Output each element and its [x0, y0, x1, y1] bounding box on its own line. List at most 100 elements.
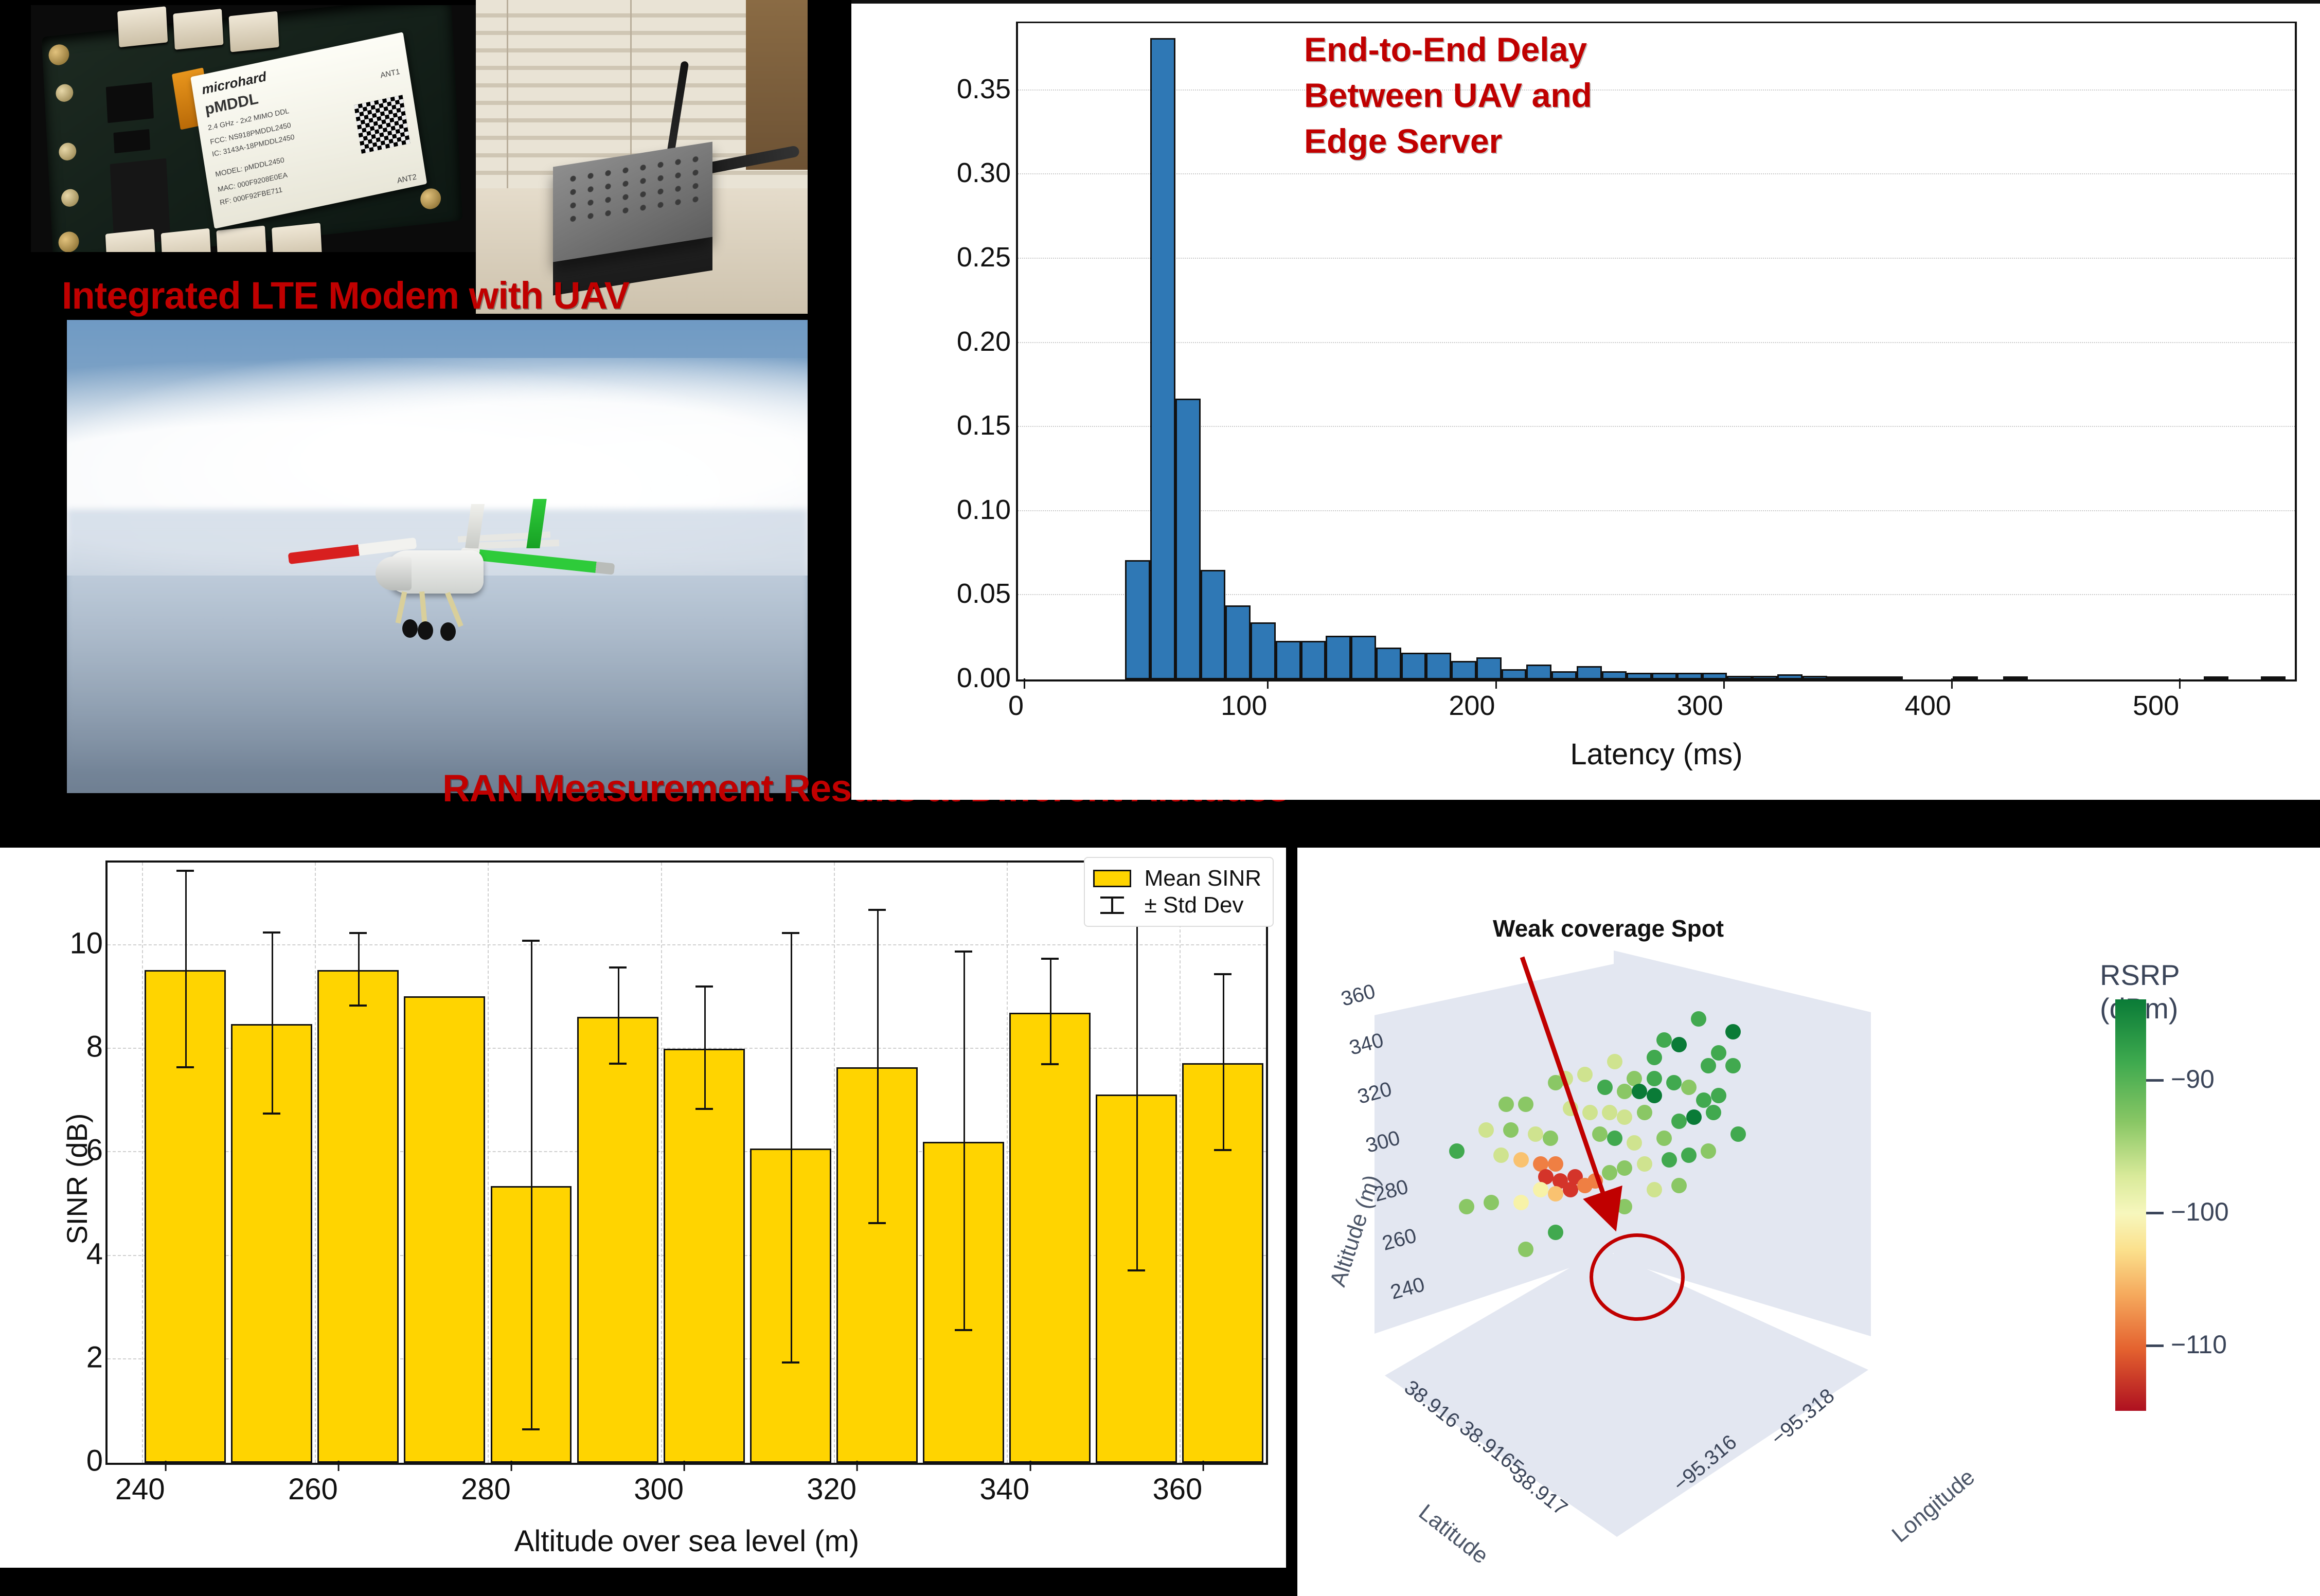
scatter-point — [1449, 1143, 1465, 1159]
histogram-bar — [1601, 671, 1627, 679]
y-tick-label: 0.30 — [956, 157, 1011, 189]
scatter-point — [1710, 1088, 1726, 1104]
error-bar-cap — [695, 1107, 713, 1110]
scatter-point — [1636, 1105, 1652, 1121]
scatter-point — [1617, 1083, 1633, 1099]
error-bar-cap — [695, 985, 713, 988]
error-bar-cap — [176, 1066, 194, 1069]
tick-mark — [165, 1461, 167, 1471]
modem-brand-text: microhard — [201, 68, 267, 98]
qr-code-icon — [353, 95, 411, 154]
scatter-point — [1661, 1152, 1677, 1168]
x-tick-label: 340 — [979, 1461, 1031, 1507]
scatter-point — [1513, 1152, 1529, 1168]
tick-mark — [1024, 678, 1026, 689]
scatter-point — [1547, 1075, 1563, 1091]
scatter-point — [1602, 1164, 1618, 1180]
scatter-point — [1671, 1036, 1687, 1052]
scatter-point — [1607, 1131, 1622, 1146]
error-bar — [358, 934, 360, 1007]
error-bar — [790, 934, 792, 1364]
histogram-bar — [1200, 570, 1226, 679]
scatter-point — [1681, 1147, 1697, 1163]
histogram-bar — [1125, 560, 1151, 679]
photo-edge-server — [476, 0, 808, 314]
error-bar-cap — [263, 1112, 281, 1115]
sinr-bar — [317, 970, 399, 1463]
error-bar-cap — [522, 939, 540, 942]
y-tick-label: 2 — [86, 1340, 103, 1374]
y-tick-label: 0.05 — [956, 578, 1011, 609]
scatter-point — [1666, 1075, 1682, 1091]
scatter-x-axis-name: Latitude — [1414, 1499, 1493, 1569]
x-tick-label: 240 — [115, 1461, 167, 1507]
scatter-point — [1730, 1126, 1746, 1142]
wall-edge — [746, 0, 808, 170]
histogram-bar — [1251, 622, 1276, 679]
error-bar — [704, 988, 706, 1110]
scatter-point — [1518, 1096, 1534, 1112]
sinr-bar — [231, 1024, 313, 1463]
scatter-point — [1607, 1053, 1622, 1069]
histogram-bar — [1877, 676, 1903, 679]
scatter-point — [1646, 1071, 1662, 1086]
sinr-plot-area — [105, 860, 1268, 1465]
scatter-point — [1543, 1131, 1559, 1146]
histogram-bar — [1501, 669, 1527, 679]
error-bar-cap — [868, 1222, 886, 1225]
histogram-bar — [1300, 640, 1326, 679]
histogram-title — [851, 0, 2320, 6]
histogram-bar — [1326, 635, 1351, 679]
error-bar-cap — [1041, 1063, 1059, 1066]
y-tick-label: 8 — [86, 1030, 103, 1064]
sinr-bar — [404, 996, 486, 1463]
histogram-bar — [1827, 676, 1853, 679]
gridline — [1018, 510, 2295, 511]
modem-spec-label: microhard pMDDL 2.4 GHz - 2x2 MIMO DDL F… — [190, 32, 427, 229]
error-bar — [531, 941, 533, 1430]
scatter-point — [1528, 1126, 1544, 1142]
tick-mark — [1723, 678, 1725, 689]
photo-lte-modem-board: microhard pMDDL 2.4 GHz - 2x2 MIMO DDL F… — [31, 5, 484, 252]
error-bar-cap — [954, 1329, 972, 1332]
scatter-point — [1547, 1156, 1563, 1172]
histogram-bar — [1777, 674, 1803, 679]
weak-coverage-arrow-icon — [1520, 956, 1622, 1232]
tick-mark — [1029, 1461, 1031, 1471]
error-bar-cap — [349, 931, 367, 934]
tick-mark — [2179, 678, 2181, 689]
sinr-bar — [1182, 1063, 1263, 1463]
histogram-bar — [1451, 661, 1476, 679]
histogram-bar — [1376, 647, 1401, 679]
error-bar — [185, 872, 187, 1069]
y-tick-label: 0.25 — [956, 242, 1011, 273]
annotation-line: End-to-End Delay — [1304, 30, 1587, 68]
tick-mark — [1267, 678, 1269, 689]
scatter-point — [1656, 1032, 1672, 1048]
scatter-point — [1533, 1181, 1548, 1197]
modem-ant2-text: ANT2 — [396, 172, 418, 186]
scatter-point — [1493, 1147, 1509, 1163]
gridline — [1018, 426, 2295, 427]
gridline — [488, 863, 489, 1463]
tick-mark — [683, 1461, 685, 1471]
y-tick-label: 0.10 — [956, 494, 1011, 525]
scatter-point — [1592, 1126, 1608, 1142]
legend-row-mean: Mean SINR — [1093, 865, 1261, 892]
sinr-x-ticks: 240 260 280 300 320 340 360 — [105, 1461, 1268, 1507]
scatter-point — [1498, 1096, 1514, 1112]
scatter-point — [1710, 1045, 1726, 1061]
y-tick-label: 0.35 — [956, 73, 1011, 104]
gridline — [1179, 863, 1181, 1463]
histogram-bar — [1702, 672, 1727, 679]
legend-label-mean-sinr: Mean SINR — [1144, 866, 1261, 891]
scatter-point — [1671, 1114, 1687, 1129]
scatter-point — [1646, 1181, 1662, 1197]
gridline — [142, 863, 144, 1463]
histogram-y-ticks: 0.00 0.05 0.10 0.15 0.20 0.25 0.30 0.35 — [913, 4, 1011, 800]
scatter-point — [1627, 1135, 1643, 1151]
error-bar-cap — [1127, 1269, 1145, 1271]
x-tick-label: 300 — [634, 1461, 685, 1507]
histogram-bar — [1476, 657, 1502, 679]
gridline — [1018, 594, 2295, 596]
